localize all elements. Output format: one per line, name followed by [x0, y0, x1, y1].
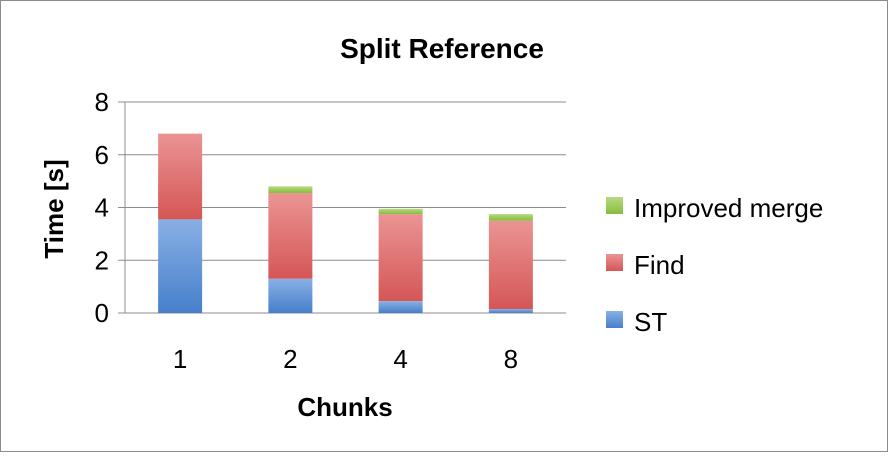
bar-segment-st [158, 219, 203, 313]
chart-title: Split Reference [340, 33, 544, 64]
bar-segment-find [268, 192, 313, 279]
legend-swatch [606, 311, 623, 328]
bar-layer [158, 133, 533, 313]
y-tick-label: 2 [95, 245, 109, 275]
legend-label: Find [634, 250, 685, 280]
y-tick-label: 6 [95, 140, 109, 170]
bar-segment-find [488, 220, 533, 310]
bar-segment-find [378, 214, 423, 302]
y-tick-label: 8 [95, 87, 109, 117]
bar-segment-improved-merge [378, 208, 423, 215]
bar-segment-st [488, 309, 533, 313]
bar-segment-improved-merge [488, 214, 533, 221]
x-axis-title: Chunks [297, 392, 392, 422]
legend-label: Improved merge [634, 193, 823, 223]
y-axis-title: Time [s] [39, 159, 69, 258]
bar-segment-improved-merge [268, 186, 313, 193]
y-tick-label: 4 [95, 193, 109, 223]
x-tick-label: 2 [283, 344, 297, 374]
legend-swatch [606, 254, 623, 271]
x-tick-label: 8 [504, 344, 518, 374]
bar-segment-find [158, 133, 203, 220]
bar-segment-st [378, 301, 423, 313]
x-tick-label: 4 [393, 344, 407, 374]
x-tick-layer: 1 2 4 8 [173, 344, 518, 374]
legend-swatch [606, 197, 623, 214]
legend-label: ST [634, 307, 667, 337]
y-tick-layer: 0 2 4 6 8 [95, 87, 109, 328]
x-tick-label: 1 [173, 344, 187, 374]
bar-segment-st [268, 278, 313, 313]
y-tick-label: 0 [95, 298, 109, 328]
legend: Improved merge Find ST [606, 193, 823, 337]
